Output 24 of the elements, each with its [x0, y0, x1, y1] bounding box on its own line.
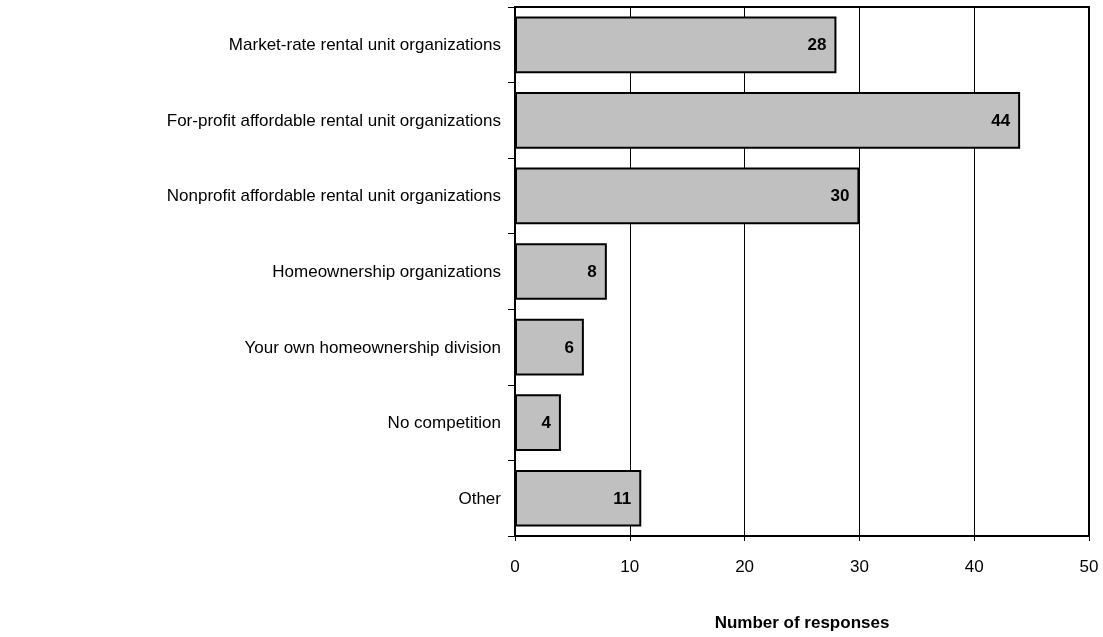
x-axis-title: Number of responses [714, 613, 890, 632]
y-tick-label: No competition [387, 413, 501, 433]
y-tick-label: For-profit affordable rental unit organizations [166, 110, 501, 130]
data-label: 11 [613, 488, 632, 508]
data-label: 44 [991, 110, 1011, 130]
bar [515, 318, 584, 376]
bar [515, 394, 561, 451]
x-tick-label: 50 [1079, 557, 1099, 576]
bar [515, 243, 607, 300]
y-tick-label: Nonprofit affordable rental unit organizations [166, 186, 501, 206]
data-label: 4 [541, 413, 552, 433]
y-tick-label: Your own homeownership division [244, 337, 501, 357]
x-tick-label: 40 [964, 557, 984, 576]
x-tick-label: 10 [620, 557, 640, 576]
y-tick-label: Market-rate rental unit organizations [228, 35, 501, 55]
x-tick-label: 20 [735, 557, 755, 576]
data-label: 8 [587, 262, 597, 281]
x-tick-label: 30 [849, 557, 869, 576]
y-tick-label: Homeownership organizations [272, 262, 501, 281]
data-label: 6 [564, 337, 574, 357]
y-tick-label: Other [458, 488, 502, 508]
data-label: 28 [807, 35, 827, 55]
data-label: 30 [830, 186, 850, 206]
x-tick-label: 0 [510, 557, 520, 576]
